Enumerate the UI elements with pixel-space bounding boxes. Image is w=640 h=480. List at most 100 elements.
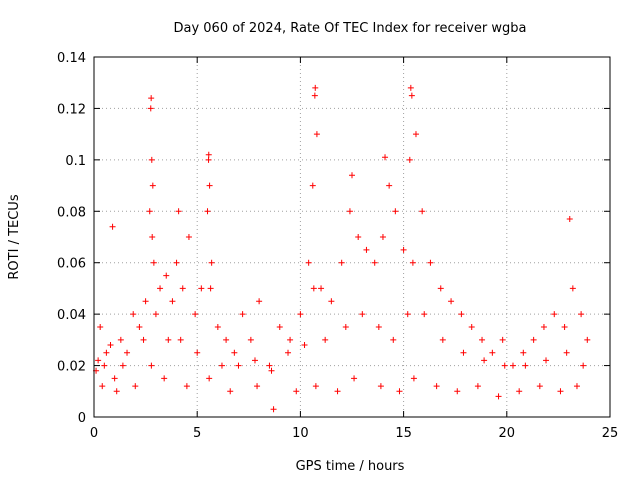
data-point <box>318 285 325 292</box>
y-tick-label: 0.14 <box>57 51 86 66</box>
data-point <box>363 246 370 253</box>
data-point <box>392 208 399 215</box>
x-tick-label: 5 <box>193 426 201 441</box>
data-point <box>231 349 238 356</box>
data-point <box>147 105 154 112</box>
data-point <box>516 388 523 395</box>
data-point <box>270 406 277 413</box>
data-point <box>161 375 168 382</box>
data-point <box>407 84 414 91</box>
data-point <box>208 259 215 266</box>
data-point <box>408 92 415 99</box>
data-point <box>206 375 213 382</box>
y-tick-label: 0.02 <box>57 360 86 375</box>
data-point <box>543 357 550 364</box>
data-point <box>322 336 329 343</box>
data-point <box>349 172 355 179</box>
data-point <box>563 349 570 356</box>
data-point <box>198 285 205 292</box>
data-point <box>142 298 149 305</box>
data-point <box>214 324 221 330</box>
data-point <box>247 336 254 343</box>
data-point <box>584 336 591 343</box>
data-point <box>313 131 320 138</box>
data-point <box>566 216 573 222</box>
data-point <box>421 311 428 318</box>
data-point <box>124 349 131 356</box>
data-point <box>458 311 465 318</box>
data-point <box>111 375 118 382</box>
data-point <box>573 383 580 390</box>
data-point <box>140 336 147 343</box>
data-point <box>256 298 263 305</box>
data-point <box>113 388 120 395</box>
y-axis-label: ROTI / TECUs <box>7 194 22 279</box>
data-point <box>468 324 475 330</box>
data-point <box>580 362 587 369</box>
grid-lines <box>94 57 610 417</box>
data-point <box>268 367 275 374</box>
data-point <box>328 298 335 305</box>
data-point <box>311 92 318 99</box>
data-point <box>165 336 172 343</box>
data-point <box>150 259 157 266</box>
data-point <box>205 156 212 163</box>
data-point <box>578 311 585 318</box>
data-point <box>117 336 124 343</box>
data-point <box>501 362 508 369</box>
data-point <box>109 223 116 230</box>
data-point <box>146 208 153 215</box>
data-point <box>97 324 104 330</box>
data-point <box>205 151 212 158</box>
data-point <box>409 259 416 266</box>
data-point <box>371 259 378 266</box>
data-point <box>481 357 488 364</box>
data-point <box>536 383 543 390</box>
data-point <box>412 131 419 138</box>
data-point <box>293 388 300 395</box>
data-point <box>522 362 529 369</box>
data-point <box>206 182 213 189</box>
data-point <box>173 259 180 266</box>
data-point <box>301 342 308 348</box>
data-point <box>375 324 382 330</box>
data-point <box>386 182 393 189</box>
data-point <box>474 383 481 390</box>
x-tick-label: 15 <box>395 426 412 441</box>
data-point <box>437 285 444 292</box>
data-point <box>297 311 304 318</box>
data-point <box>355 234 362 240</box>
y-tick-label: 0.06 <box>57 257 86 272</box>
x-tick-label: 0 <box>90 426 98 441</box>
data-point <box>148 156 155 163</box>
data-point <box>285 349 292 356</box>
data-point <box>266 362 273 369</box>
data-point <box>419 208 426 215</box>
data-point <box>334 388 341 395</box>
data-point <box>204 208 211 215</box>
data-point <box>119 362 126 369</box>
data-point <box>509 362 516 369</box>
data-point <box>379 234 386 240</box>
data-point <box>148 362 155 369</box>
data-point <box>235 362 242 369</box>
data-point <box>130 311 137 318</box>
data-point <box>569 285 576 292</box>
chart-title: Day 060 of 2024, Rate Of TEC Index for r… <box>173 21 526 36</box>
data-point <box>382 154 389 161</box>
data-point <box>132 383 139 390</box>
data-point <box>310 285 317 292</box>
data-point <box>342 324 349 330</box>
data-point <box>287 336 294 343</box>
data-point <box>107 342 114 348</box>
data-point <box>540 324 547 330</box>
data-point <box>561 324 568 330</box>
data-point <box>305 259 312 266</box>
y-tick-label: 0 <box>78 411 86 426</box>
data-point <box>454 388 461 395</box>
data-point <box>101 362 108 369</box>
data-point <box>448 298 455 305</box>
data-point <box>152 311 159 318</box>
data-point <box>163 272 170 279</box>
data-point <box>396 388 403 395</box>
